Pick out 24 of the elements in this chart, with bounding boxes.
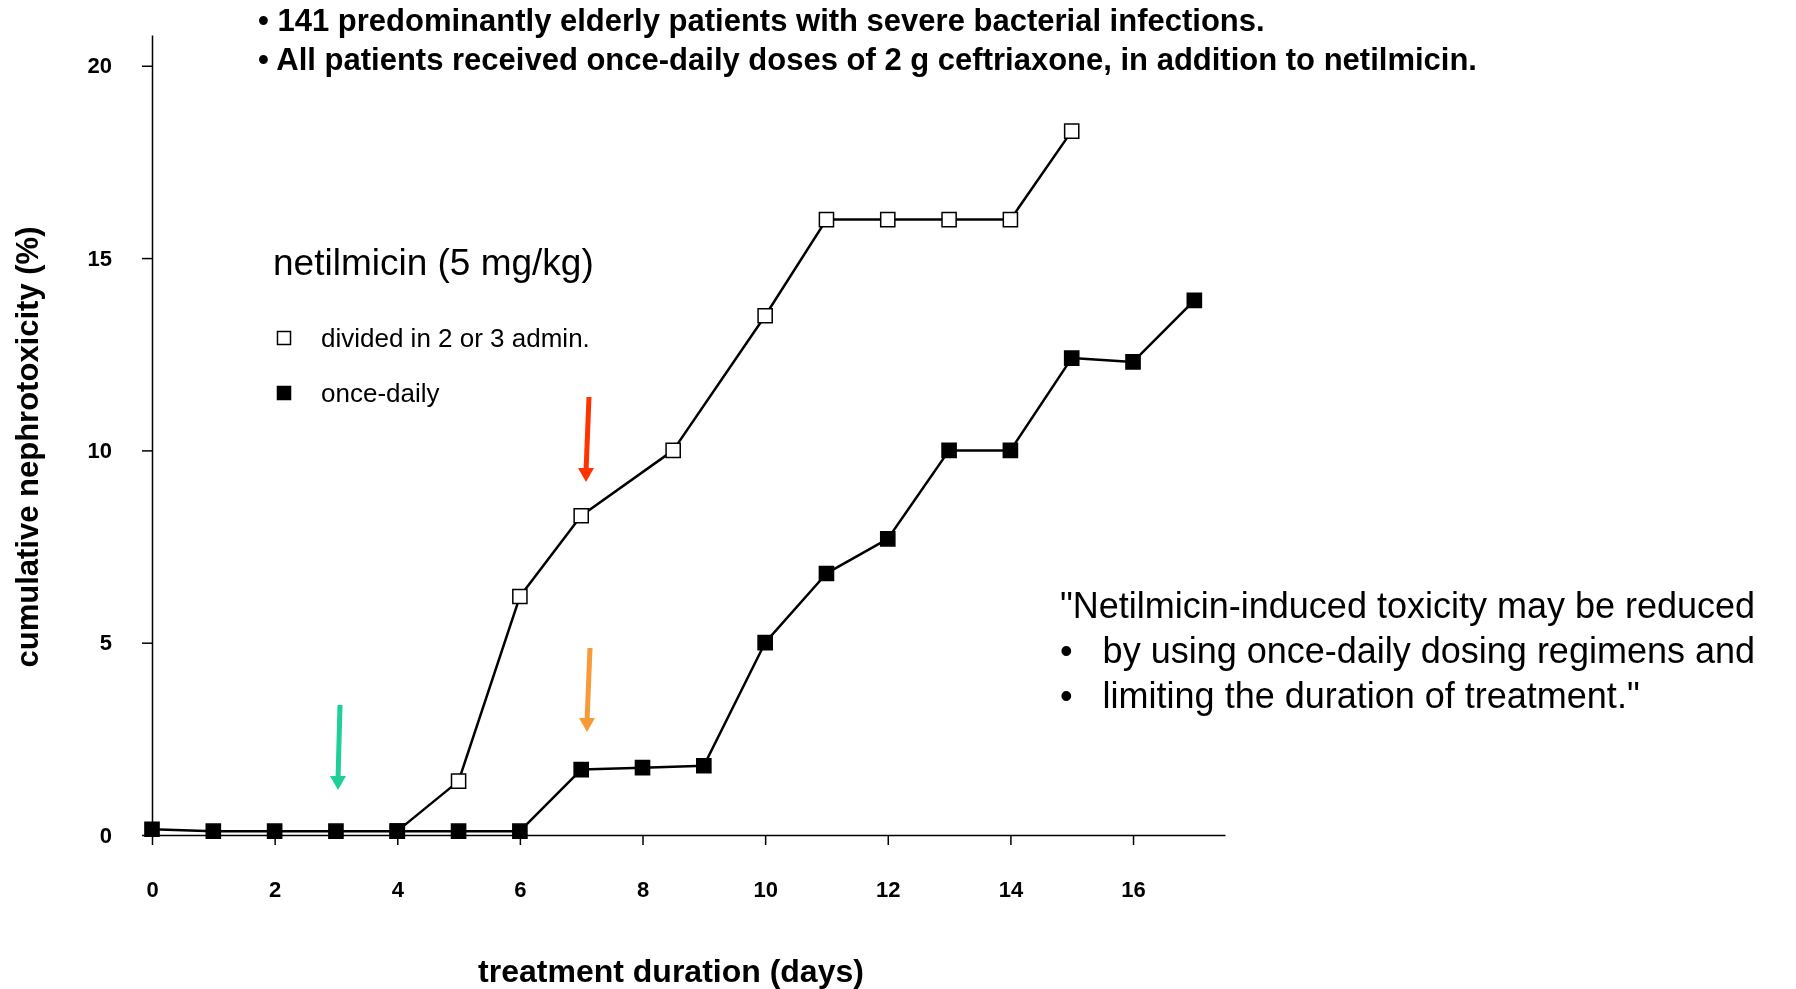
y-tick-label: 5 <box>99 630 112 656</box>
x-tick-label: 16 <box>1121 876 1146 902</box>
legend-label: divided in 2 or 3 admin. <box>321 323 590 353</box>
x-tick-label: 6 <box>514 876 527 902</box>
x-tick-label: 14 <box>998 876 1024 902</box>
x-tick-label: 0 <box>146 876 159 902</box>
annotation: • limiting the duration of treatment." <box>1060 675 1640 716</box>
x-tick-label: 10 <box>753 876 778 902</box>
x-tick-label: 12 <box>876 876 901 902</box>
annotation: • by using once-daily dosing regimens and <box>1060 630 1756 671</box>
annotation: • 141 predominantly elderly patients with severe bacterial infections. <box>258 3 1265 38</box>
annotation: "Netilmicin-induced toxicity may be reduced <box>1060 585 1756 626</box>
x-tick-label: 8 <box>636 876 650 902</box>
y-tick-label: 20 <box>87 53 112 79</box>
y-axis-title: cumulative nephrotoxicity (%) <box>10 226 45 668</box>
annotation: • All patients received once-daily doses of 2 g ceftriaxone, in addition to netilmicin. <box>258 42 1477 77</box>
legend-title: netilmicin (5 mg/kg) <box>273 242 594 283</box>
x-tick-label: 2 <box>269 876 282 902</box>
legend-label: once-daily <box>321 378 440 408</box>
x-axis-title: treatment duration (days) <box>478 953 864 989</box>
x-tick-label: 4 <box>391 876 405 902</box>
y-tick-label: 0 <box>99 822 112 848</box>
y-tick-label: 10 <box>87 437 112 463</box>
y-tick-label: 15 <box>87 245 112 271</box>
